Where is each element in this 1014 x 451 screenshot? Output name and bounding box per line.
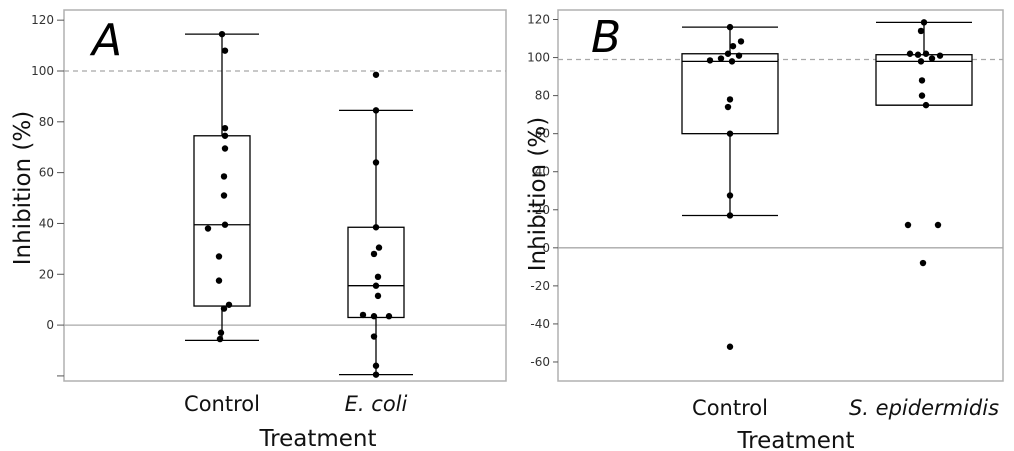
data-point — [919, 259, 927, 267]
data-point — [922, 101, 930, 109]
data-point — [737, 38, 745, 45]
data-point — [928, 55, 936, 62]
data-point — [920, 19, 928, 26]
data-point — [726, 23, 734, 31]
data-point — [221, 132, 229, 139]
x-category-label: E. coli — [345, 392, 408, 416]
y-tick-label: 60 — [39, 166, 54, 180]
y-tick-label: 100 — [527, 51, 550, 65]
data-point — [724, 50, 732, 57]
data-point — [729, 42, 737, 50]
box-2 — [339, 109, 413, 376]
data-point — [221, 47, 229, 54]
box-iqr — [347, 226, 405, 319]
data-point — [359, 311, 367, 319]
data-point — [372, 224, 380, 231]
box-1 — [681, 26, 779, 217]
y-tick-label: 80 — [39, 115, 54, 129]
plot-frame — [557, 9, 1004, 382]
y-tick-label: 20 — [535, 203, 550, 217]
y-tick-label: 40 — [535, 165, 550, 179]
y-tick-label: 0 — [542, 241, 550, 255]
data-point — [917, 58, 925, 65]
y-tick-label: -60 — [530, 355, 550, 369]
data-point — [204, 225, 212, 232]
y-axis-title: Inhibition (%) — [525, 117, 551, 272]
plot-frame — [63, 9, 507, 382]
data-point — [374, 273, 382, 281]
y-tick-label: 0 — [46, 318, 54, 332]
x-axis-title: Treatment — [736, 428, 854, 451]
y-tick-label: 20 — [39, 267, 54, 281]
data-point — [917, 27, 925, 35]
data-point — [374, 292, 382, 300]
data-point — [906, 50, 914, 57]
data-point — [221, 221, 229, 228]
data-point — [370, 313, 378, 320]
data-point — [726, 212, 734, 219]
y-tick-label: 100 — [31, 64, 54, 78]
data-point — [735, 52, 743, 59]
data-point — [918, 77, 926, 84]
data-point — [372, 282, 380, 289]
box-1 — [185, 33, 259, 341]
x-axis-title: Treatment — [258, 426, 376, 451]
data-point — [215, 277, 223, 284]
y-tick-label: 120 — [31, 13, 54, 27]
y-tick-label: -40 — [530, 317, 550, 331]
data-point — [936, 52, 944, 59]
box-iqr — [193, 135, 251, 307]
data-point — [220, 305, 228, 312]
data-point — [934, 221, 942, 229]
data-point — [370, 333, 378, 340]
data-point — [221, 145, 229, 152]
y-tick-label: 60 — [535, 127, 550, 141]
data-point — [904, 221, 912, 229]
data-point — [372, 159, 380, 166]
data-point — [724, 103, 732, 111]
data-point — [220, 173, 228, 180]
box-iqr — [681, 53, 779, 135]
y-tick-label: 80 — [535, 89, 550, 103]
data-point — [914, 51, 922, 58]
data-point — [220, 192, 228, 199]
x-category-label: S. epidermidis — [849, 396, 999, 420]
data-point — [385, 313, 393, 320]
y-tick-label: 40 — [39, 216, 54, 230]
x-category-label: Control — [692, 396, 768, 420]
data-point — [726, 96, 734, 103]
data-point — [372, 107, 380, 114]
y-tick-label: -20 — [530, 279, 550, 293]
data-point — [216, 335, 224, 343]
data-point — [726, 343, 734, 350]
data-point — [372, 71, 380, 78]
data-point — [706, 57, 714, 64]
data-point — [726, 192, 734, 199]
box-2 — [875, 21, 973, 106]
data-point — [218, 30, 226, 38]
data-point — [726, 130, 734, 137]
x-category-label: Control — [184, 392, 260, 416]
data-point — [225, 301, 233, 308]
data-point — [215, 253, 223, 260]
panel-label: A — [89, 15, 122, 66]
data-point — [221, 124, 229, 132]
chart-panel-b: -60 -40 -20 0 20 40 60 80 100 120 Control S. epider… — [525, 9, 1004, 451]
data-point — [918, 92, 926, 99]
data-point — [372, 371, 380, 378]
data-point — [922, 50, 930, 57]
data-point — [375, 244, 383, 251]
chart-panel-a: 0 20 40 60 80 100 120 Control E. coli Treatment In… — [10, 9, 507, 451]
y-axis-title: Inhibition (%) — [10, 111, 36, 266]
data-point — [217, 329, 225, 336]
data-point — [372, 362, 380, 369]
y-tick-label: 120 — [527, 13, 550, 27]
data-point — [728, 58, 736, 65]
data-point — [717, 55, 725, 62]
data-point — [370, 250, 378, 258]
panel-label: B — [591, 12, 621, 63]
